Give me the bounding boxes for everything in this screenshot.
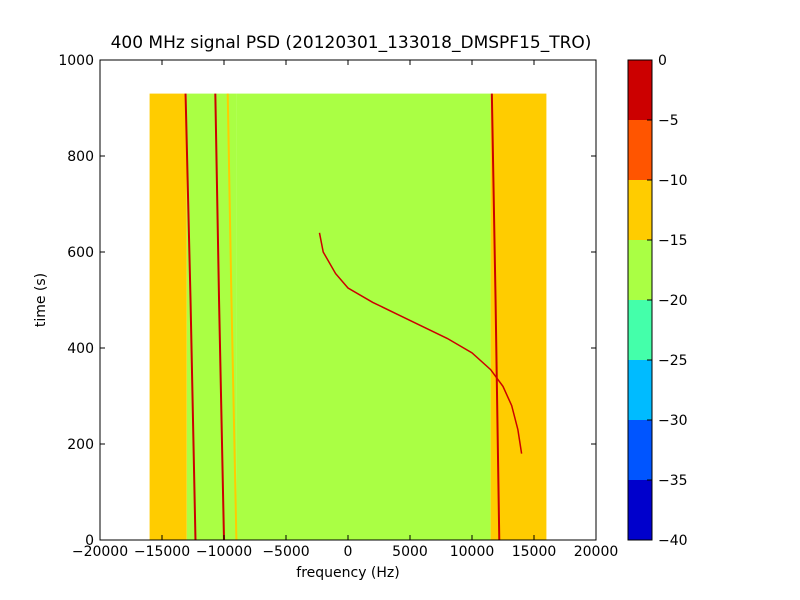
x-tick-label: 20000 (574, 544, 619, 560)
colorbar-level-5 (628, 240, 652, 300)
colorbar-ticks: 0 −5 −10 −15 −20 −25 −30 −35 −40 (647, 53, 688, 549)
signal-line-2 (214, 93, 225, 541)
colorbar-tick-label: 0 (658, 53, 667, 69)
colorbar-levels (628, 60, 652, 540)
heatmap-region-3 (236, 93, 491, 540)
y-axis-label: time (s) (33, 273, 49, 327)
y-tick-label: 400 (67, 341, 94, 357)
chart-title: 400 MHz signal PSD (20120301_133018_DMSP… (111, 33, 592, 53)
x-axis-label: frequency (Hz) (296, 565, 399, 581)
signal-line-5 (515, 203, 523, 541)
colorbar-level-4 (628, 300, 652, 360)
y-tick-label: 0 (85, 533, 94, 549)
colorbar-level-8 (628, 60, 652, 120)
colorbar-level-1 (628, 480, 652, 540)
doppler-curve (318, 232, 523, 454)
colorbar-tick-label: −40 (658, 533, 688, 549)
x-axis-ticks: −20000 −15000 −10000 −5000 0 5000 10000 15000 20… (72, 60, 618, 560)
colorbar-tick-label: −5 (658, 113, 679, 129)
colorbar-tick-label: −25 (658, 353, 688, 369)
heatmap-region-1 (149, 93, 187, 540)
x-tick-label: 10000 (450, 544, 495, 560)
x-tick-label: −15000 (134, 544, 190, 560)
y-tick-label: 1000 (58, 53, 94, 69)
plot-area: −20000 −15000 −10000 −5000 0 5000 10000 15000 20… (58, 53, 618, 560)
colorbar-tick-label: −15 (658, 233, 688, 249)
colorbar-level-2 (628, 420, 652, 480)
x-tick-label: 0 (344, 544, 353, 560)
y-tick-label: 200 (67, 437, 94, 453)
colorbar: 0 −5 −10 −15 −20 −25 −30 −35 −40 (627, 53, 688, 549)
signal-line-4 (490, 93, 501, 541)
x-tick-label: −5000 (262, 544, 309, 560)
signal-line-3 (226, 93, 238, 541)
x-tick-label: −20000 (72, 544, 128, 560)
colorbar-level-7 (628, 120, 652, 180)
signal-line-1 (184, 93, 197, 541)
heatmap-data (149, 93, 547, 541)
y-tick-label: 600 (67, 245, 94, 261)
colorbar-tick-label: −35 (658, 473, 688, 489)
x-tick-label: 15000 (512, 544, 557, 560)
colorbar-tick-label: −20 (658, 293, 688, 309)
colorbar-tick-label: −10 (658, 173, 688, 189)
colorbar-tick-label: −30 (658, 413, 688, 429)
y-tick-label: 800 (67, 149, 94, 165)
colorbar-level-6 (628, 180, 652, 240)
x-tick-label: 5000 (392, 544, 428, 560)
y-axis-ticks: 0 200 400 600 800 1000 (58, 53, 596, 549)
colorbar-level-3 (628, 360, 652, 420)
x-tick-label: −10000 (196, 544, 252, 560)
